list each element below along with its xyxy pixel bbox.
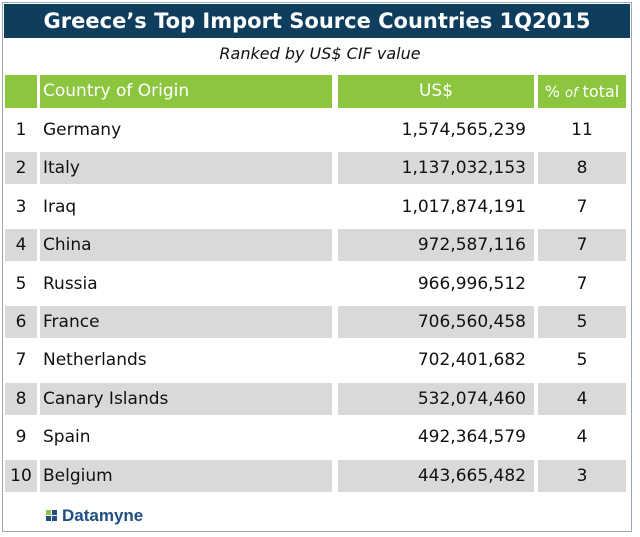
row-shade: [538, 306, 626, 338]
country-cell: Spain: [43, 427, 91, 448]
chart-subtitle: Ranked by US$ CIF value: [219, 44, 421, 63]
country-cell: France: [43, 312, 100, 332]
country-cell: China: [43, 235, 92, 256]
pct-total-cell: 7: [576, 235, 588, 256]
pct-total-cell: 8: [576, 158, 588, 179]
usd-value-cell: 702,401,682: [417, 350, 526, 371]
row-shade: [40, 459, 332, 492]
table-row: 7 Netherlands 702,401,682 5: [0, 344, 640, 376]
rank-cell: 5: [15, 273, 27, 294]
pct-total-cell: 4: [576, 388, 588, 409]
row-shade: [40, 229, 332, 262]
table-row: 2 Italy 1,137,032,153 8: [0, 152, 640, 185]
usd-value-cell: 972,587,116: [417, 235, 526, 256]
usd-value-cell: 966,996,512: [417, 273, 526, 294]
row-shade: [538, 459, 626, 492]
header-usd: US$: [338, 75, 534, 108]
row-shade: [538, 382, 626, 415]
table-row: 4 China 972,587,116 7: [0, 229, 640, 262]
table-row: 6 France 706,560,458 5: [0, 306, 640, 338]
pct-total-cell: 7: [576, 196, 588, 217]
rank-cell: 9: [15, 427, 27, 448]
rank-cell: 1: [15, 120, 27, 140]
table-row: 1 Germany 1,574,565,239 11: [0, 114, 640, 146]
rank-cell: 7: [15, 350, 27, 371]
pct-total-cell: 11: [571, 120, 593, 140]
row-shade: [338, 229, 534, 262]
datamyne-logo: Datamyne: [46, 505, 143, 527]
usd-value-cell: 492,364,579: [417, 427, 526, 448]
header-rank: [5, 75, 37, 108]
row-shade: [538, 152, 626, 185]
row-shade: [5, 382, 37, 415]
header-country: Country of Origin: [40, 75, 332, 108]
header-pct-symbol: %: [544, 82, 560, 101]
country-cell: Canary Islands: [43, 388, 169, 409]
country-cell: Iraq: [43, 196, 77, 217]
row-shade: [338, 152, 534, 185]
row-shade: [538, 229, 626, 262]
table-row: 9 Spain 492,364,579 4: [0, 421, 640, 453]
row-shade: [338, 459, 534, 492]
country-cell: Netherlands: [43, 350, 147, 371]
rank-cell: 10: [10, 465, 32, 486]
usd-value-cell: 532,074,460: [417, 388, 526, 409]
table-row: 5 Russia 966,996,512 7: [0, 268, 640, 300]
pct-total-cell: 3: [576, 465, 588, 486]
table-row: 8 Canary Islands 532,074,460 4: [0, 382, 640, 415]
logo-text: Datamyne: [62, 506, 144, 525]
rank-cell: 2: [15, 158, 27, 179]
row-shade: [40, 306, 332, 338]
rank-cell: 3: [15, 196, 27, 217]
chart-title: Greece’s Top Import Source Countries 1Q2…: [4, 4, 630, 38]
rank-cell: 6: [15, 312, 27, 332]
table-row: 10 Belgium 443,665,482 3: [0, 459, 640, 492]
pct-total-cell: 5: [576, 312, 588, 332]
header-pct-of: of: [565, 86, 578, 101]
country-cell: Italy: [43, 158, 80, 179]
row-shade: [338, 306, 534, 338]
row-shade: [5, 152, 37, 185]
header-pct-total: total: [582, 82, 620, 101]
pct-total-cell: 7: [576, 273, 588, 294]
row-shade: [5, 459, 37, 492]
usd-value-cell: 1,137,032,153: [401, 158, 526, 179]
row-shade: [338, 382, 534, 415]
table-frame: [2, 2, 632, 532]
pct-total-cell: 5: [576, 350, 588, 371]
row-shade: [5, 306, 37, 338]
usd-value-cell: 1,574,565,239: [401, 120, 526, 140]
row-shade: [40, 152, 332, 185]
usd-value-cell: 1,017,874,191: [401, 196, 526, 217]
country-cell: Russia: [43, 273, 98, 294]
rank-cell: 4: [15, 235, 27, 256]
pct-total-cell: 4: [576, 427, 588, 448]
usd-value-cell: 706,560,458: [417, 312, 526, 332]
row-shade: [40, 382, 332, 415]
usd-value-cell: 443,665,482: [417, 465, 526, 486]
row-shade: [5, 229, 37, 262]
table-row: 3 Iraq 1,017,874,191 7: [0, 191, 640, 223]
country-cell: Germany: [43, 120, 122, 140]
header-pct: % of total: [538, 75, 626, 108]
country-cell: Belgium: [43, 465, 113, 486]
datamyne-logo-icon: [46, 510, 57, 521]
rank-cell: 8: [15, 388, 27, 409]
